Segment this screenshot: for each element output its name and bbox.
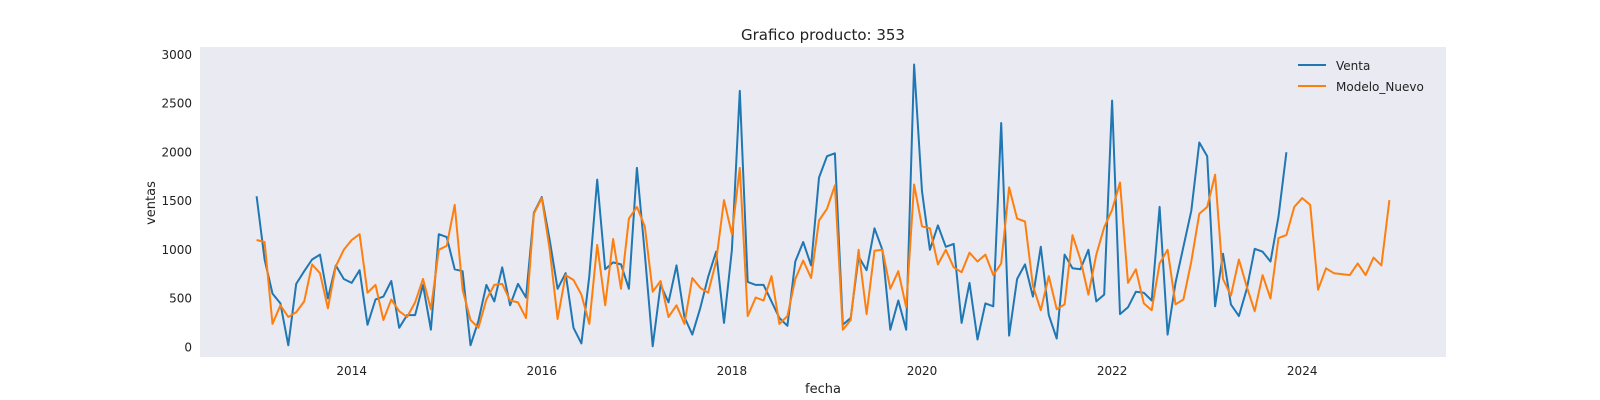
y-axis-label: ventas <box>144 181 159 225</box>
series-line-venta <box>255 63 1288 348</box>
x-axis-label: fecha <box>805 382 841 397</box>
y-tick-label: 0 <box>184 340 192 354</box>
x-tick-label: 2022 <box>1097 364 1128 378</box>
plot-background <box>200 47 1446 357</box>
y-tick-label: 500 <box>169 292 192 306</box>
x-tick-labels: 2014 2016 2018 2020 2022 2024 <box>336 364 1317 378</box>
x-tick-label: 2016 <box>527 364 558 378</box>
x-tick-label: 2024 <box>1287 364 1318 378</box>
y-tick-label: 1000 <box>161 243 192 257</box>
y-tick-label: 3000 <box>161 48 192 62</box>
y-tick-labels: 0 500 1000 1500 2000 2500 3000 <box>161 48 192 354</box>
series-lines <box>255 63 1391 348</box>
y-tick-label: 2000 <box>161 145 192 159</box>
series-line-modelo-nuevo <box>256 166 1391 331</box>
x-tick-label: 2014 <box>336 364 367 378</box>
x-tick-label: 2018 <box>717 364 748 378</box>
y-tick-label: 2500 <box>161 97 192 111</box>
y-tick-label: 1500 <box>161 194 192 208</box>
legend-label: Modelo_Nuevo <box>1336 80 1424 94</box>
x-tick-label: 2020 <box>907 364 938 378</box>
legend: Venta Modelo_Nuevo <box>1298 59 1424 94</box>
legend-label: Venta <box>1336 59 1370 73</box>
chart-title: Grafico producto: 353 <box>741 26 905 44</box>
